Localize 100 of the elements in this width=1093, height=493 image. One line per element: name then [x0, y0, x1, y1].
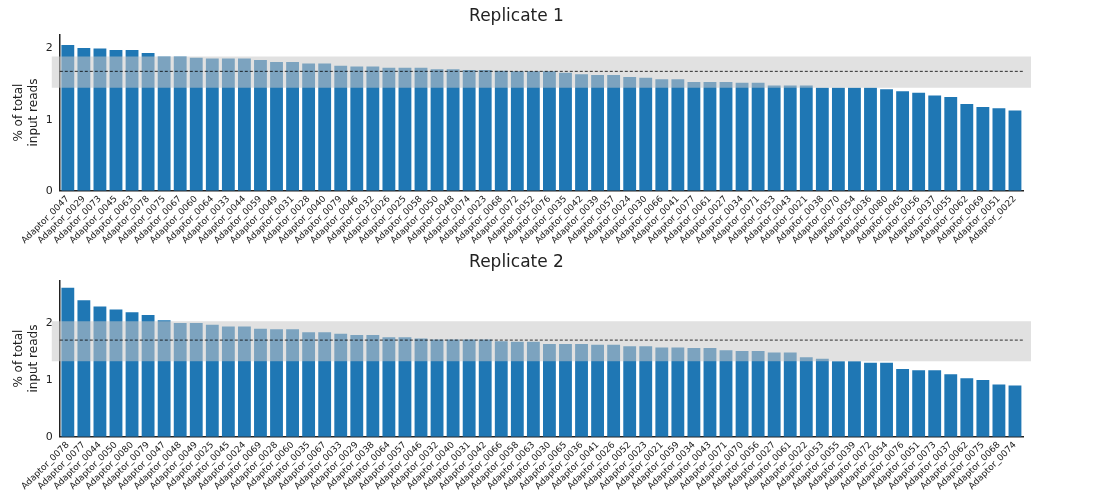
bar: [831, 87, 845, 191]
bar: [1008, 385, 1022, 437]
y-tick-label: 0: [45, 183, 53, 197]
bar: [462, 69, 476, 191]
bar: [591, 344, 605, 437]
y-axis-title: % of total input reads: [11, 78, 40, 147]
bar: [398, 337, 412, 437]
bar: [430, 69, 444, 191]
bar: [93, 48, 107, 191]
bar: [655, 79, 669, 191]
bar: [575, 74, 588, 191]
bar: [864, 87, 877, 191]
bar: [430, 339, 444, 437]
bar: [735, 350, 749, 437]
bar: [318, 332, 332, 437]
bar: [815, 87, 829, 191]
bar: [751, 82, 765, 191]
bar: [960, 104, 974, 191]
bar: [382, 67, 396, 191]
chart-title: Replicate 2: [469, 250, 564, 271]
bar: [446, 69, 460, 191]
bar: [912, 92, 926, 191]
bar: [623, 346, 637, 437]
bar: [286, 62, 299, 191]
bar: [639, 77, 653, 191]
bar: [350, 334, 364, 437]
bar: [526, 341, 540, 437]
bar: [976, 379, 990, 437]
bar: [559, 72, 572, 191]
bar: [880, 89, 893, 191]
bar: [671, 347, 685, 437]
y-tick-label: 1: [45, 112, 53, 126]
bar: [318, 63, 332, 191]
bar: [687, 82, 701, 191]
bar: [366, 66, 380, 191]
bar: [478, 339, 492, 437]
bar: [831, 361, 845, 437]
bar: [848, 361, 861, 437]
y-axis-title: % of total input reads: [11, 324, 40, 393]
bar: [61, 287, 75, 437]
bar: [607, 344, 621, 437]
bar: [221, 326, 235, 437]
bar: [157, 56, 171, 191]
bar: [992, 384, 1006, 437]
bar: [751, 350, 765, 437]
bar: [510, 341, 524, 437]
bar: [896, 91, 910, 191]
bar: [639, 346, 653, 437]
bar: [912, 370, 926, 437]
bar: [478, 69, 492, 191]
bar: [221, 58, 235, 191]
bar: [125, 50, 139, 191]
bar: [510, 71, 524, 191]
bar: [944, 96, 958, 191]
bar: [655, 347, 669, 437]
bar: [719, 350, 733, 437]
bar: [77, 300, 91, 437]
bar: [575, 344, 588, 437]
bar: [928, 370, 942, 437]
bar: [671, 79, 685, 191]
bar: [382, 337, 396, 437]
bar: [944, 374, 958, 437]
bar: [591, 74, 605, 191]
bar: [719, 82, 733, 191]
bar: [494, 341, 508, 437]
bar: [237, 58, 251, 191]
bar: [848, 87, 861, 191]
bar: [783, 352, 797, 437]
bar: [494, 70, 508, 191]
bar: [398, 67, 412, 191]
bar: [254, 328, 267, 437]
bar: [77, 47, 91, 191]
bar: [109, 50, 123, 191]
bar: [350, 66, 364, 191]
bar: [735, 82, 749, 191]
bar: [880, 362, 893, 437]
bar: [799, 357, 813, 437]
bar: [607, 74, 621, 191]
bar: [414, 67, 428, 191]
bar: [189, 323, 203, 437]
bar: [703, 82, 717, 191]
bar: [125, 312, 139, 437]
bar: [237, 326, 251, 437]
bar: [992, 108, 1006, 191]
bar: [286, 329, 299, 437]
bar: [896, 369, 910, 437]
bar: [205, 58, 219, 191]
bar: [334, 333, 348, 437]
bar: [543, 71, 556, 191]
bar: [173, 56, 187, 191]
y-tick-label: 2: [45, 315, 53, 329]
bar: [462, 339, 476, 437]
bar: [767, 85, 781, 191]
bar: [302, 332, 316, 437]
bar: [687, 348, 701, 437]
bar: [623, 77, 637, 191]
bar: [334, 65, 348, 191]
bar: [173, 323, 187, 437]
bar: [543, 344, 556, 437]
y-tick-label: 2: [45, 41, 53, 55]
